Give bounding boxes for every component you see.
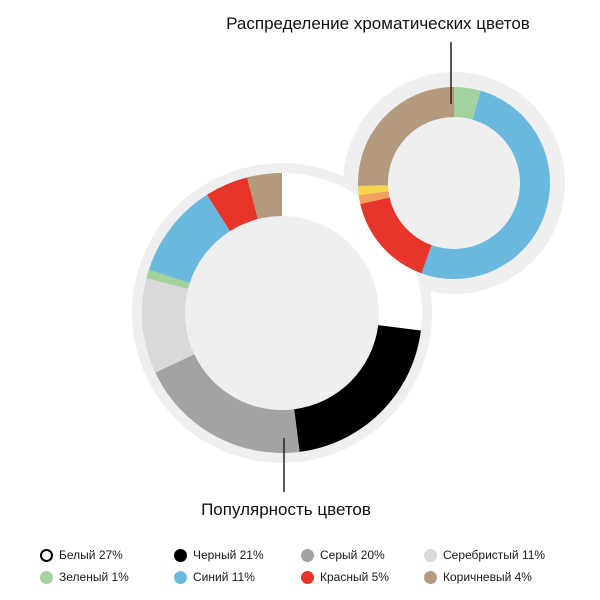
legend-item-red: Красный 5% (301, 570, 424, 584)
legend-item-black: Черный 21% (174, 548, 301, 562)
legend-label: Серебристый 11% (443, 548, 546, 562)
main-donut-slice-6 (206, 177, 258, 232)
legend-label: Коричневый 4% (443, 570, 532, 584)
main-donut-slice-7 (247, 173, 282, 220)
legend-item-gray: Серый 20% (301, 548, 424, 562)
chromatic-donut-slice-5 (358, 87, 454, 187)
main-donut-slice-2 (155, 354, 300, 453)
main-donut-slice-4 (146, 269, 190, 289)
chromatic-donut-chart (358, 87, 551, 280)
legend-label: Черный 21% (193, 548, 264, 562)
legend-item-brown: Коричневый 4% (424, 570, 584, 584)
legend-row: Белый 27% Черный 21% Серый 20% Серебрист… (40, 544, 600, 566)
legend-swatch (424, 548, 437, 562)
chromatic-donut-slice-3 (358, 191, 390, 204)
legend-row: Зеленый 1% Синий 11% Красный 5% Коричнев… (40, 566, 600, 588)
legend-swatch (174, 570, 187, 584)
legend-swatch (301, 570, 314, 584)
main-donut-chart (142, 173, 422, 453)
legend-swatch (40, 570, 53, 584)
legend: Белый 27% Черный 21% Серый 20% Серебрист… (40, 544, 600, 588)
main-donut-slice-3 (142, 278, 195, 373)
legend-label: Зеленый 1% (59, 570, 129, 584)
main-chart-title: Популярность цветов (201, 500, 371, 519)
chromatic-donut-slice-1 (421, 90, 551, 280)
legend-label: Красный 5% (320, 570, 389, 584)
legend-swatch (40, 548, 53, 562)
chromatic-chart-title: Распределение хроматических цветов (226, 14, 530, 33)
legend-label: Синий 11% (193, 570, 255, 584)
legend-item-white: Белый 27% (40, 548, 174, 562)
main-donut-slice-5 (148, 194, 231, 284)
legend-swatch (301, 548, 314, 562)
legend-swatch (424, 570, 437, 584)
legend-item-blue: Синий 11% (174, 570, 301, 584)
legend-swatch (174, 548, 187, 562)
chromatic-donut-slice-2 (360, 197, 432, 274)
legend-label: Серый 20% (320, 548, 385, 562)
chromatic-donut-slice-0 (454, 87, 481, 120)
legend-item-green: Зеленый 1% (40, 570, 174, 584)
chromatic-donut-slice-4 (358, 185, 389, 196)
main-donut-slice-1 (294, 325, 421, 452)
legend-label: Белый 27% (59, 548, 123, 562)
legend-item-silver: Серебристый 11% (424, 548, 584, 562)
main-donut-slice-0 (282, 173, 422, 331)
